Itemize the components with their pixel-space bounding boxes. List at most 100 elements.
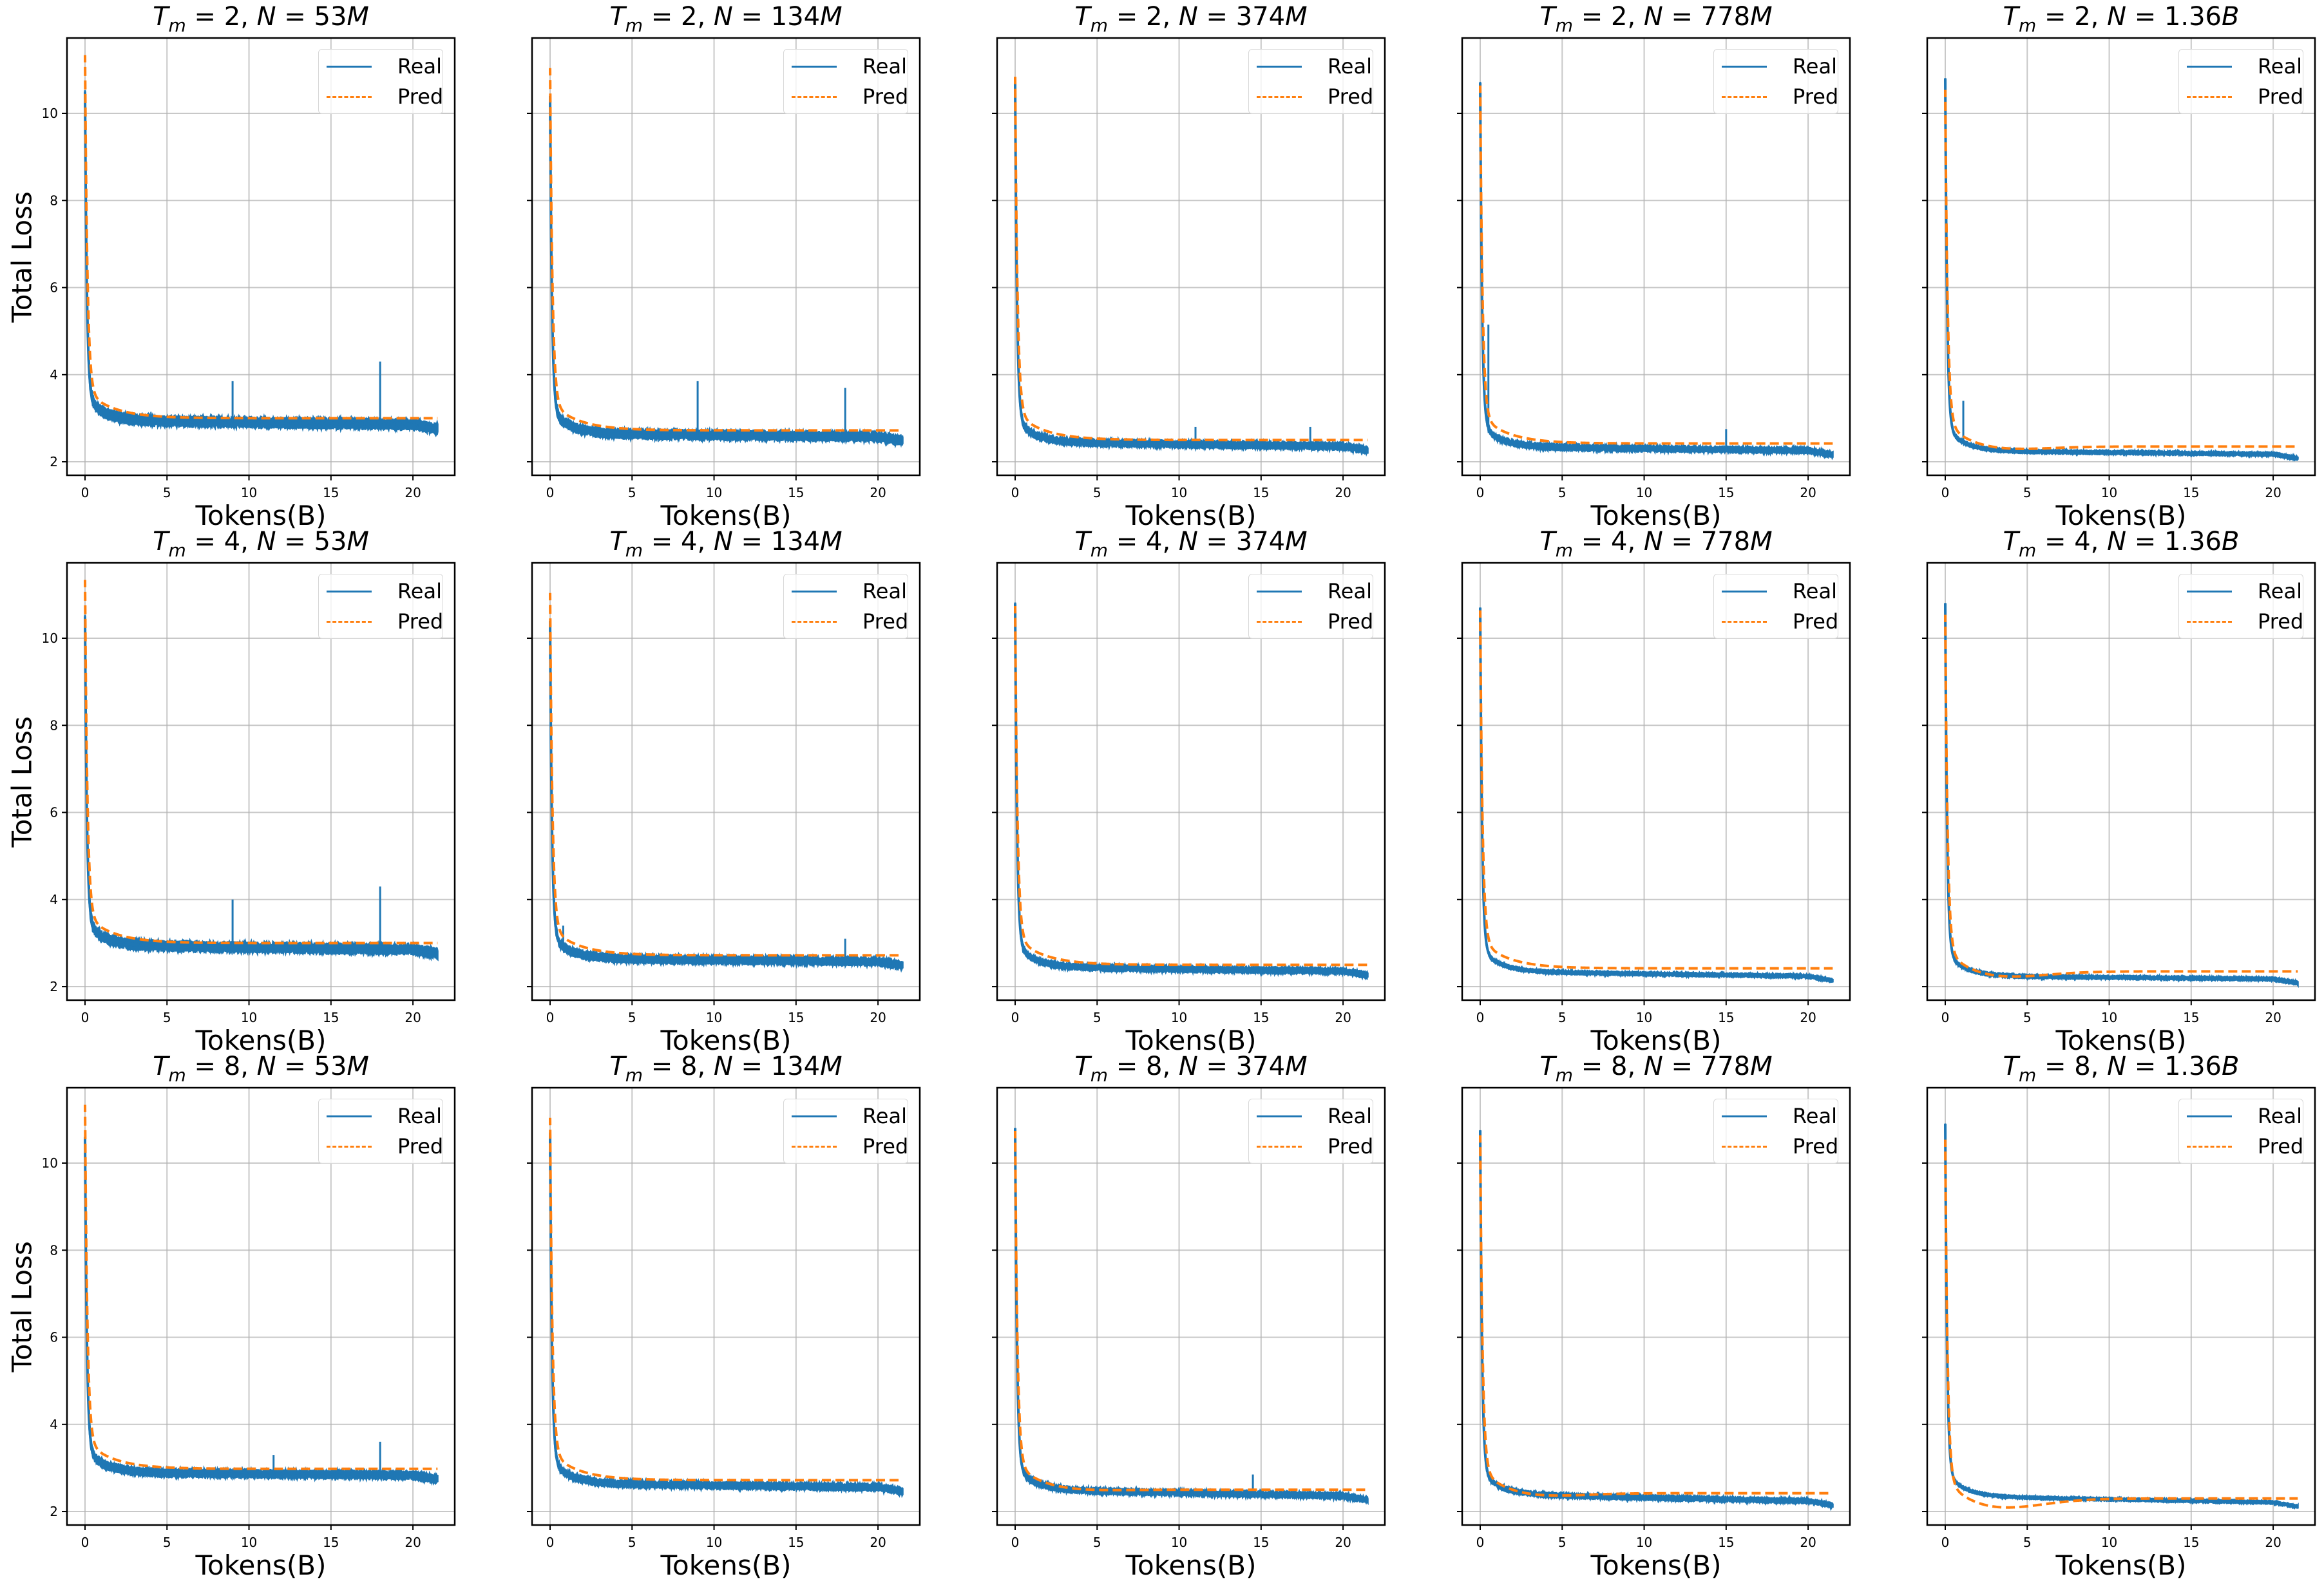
legend-entry-real: Real <box>784 1102 908 1130</box>
pred-loss-series <box>1014 77 1368 442</box>
legend-label: Pred <box>397 84 444 109</box>
y-tick-label: 10 <box>42 1155 58 1171</box>
real-loss-series <box>84 1136 439 1486</box>
panel-title: Tm = 2, N = 1.36B <box>2003 2 2240 36</box>
real-loss-initial <box>1944 603 1956 962</box>
axes-frame <box>996 37 1386 477</box>
subplot: 0 5 10 15 20 <box>1922 562 2316 1025</box>
real-loss-series <box>549 94 904 449</box>
real-loss-series <box>1479 607 1834 984</box>
legend-label: Pred <box>2258 609 2304 634</box>
x-tick-label: 10 <box>1636 1535 1652 1550</box>
legend-label: Pred <box>862 609 909 634</box>
axes-frame <box>1461 1086 1851 1526</box>
subplot: 0 5 10 15 20 <box>1457 1086 1851 1550</box>
x-tick-label: 0 <box>1941 485 1950 500</box>
panel-title: Tm = 2, N = 53M <box>153 2 369 36</box>
x-axis-label: Tokens(B) <box>2055 500 2187 531</box>
x-tick-label: 0 <box>1941 1010 1950 1025</box>
legend-entry-real: Real <box>784 577 908 605</box>
legend-entry-pred: Pred <box>1249 82 1373 111</box>
legend-label: Real <box>862 579 907 603</box>
x-tick-label: 0 <box>546 1535 555 1550</box>
x-tick-label: 15 <box>2183 1535 2199 1550</box>
x-tick-label: 0 <box>546 485 555 500</box>
subplot: 0 5 10 15 20 2 4 6 8 10 <box>42 562 456 1025</box>
solid-line-icon <box>792 590 837 592</box>
x-tick-label: 20 <box>1800 1010 1816 1025</box>
real-loss-series <box>1944 603 2299 989</box>
x-tick-label: 5 <box>163 1010 171 1025</box>
legend: Real Pred <box>2178 49 2303 114</box>
legend-label: Real <box>1793 1104 1837 1128</box>
real-loss-initial <box>549 1132 561 1469</box>
x-tick-label: 20 <box>1335 1535 1351 1550</box>
y-tick-label: 8 <box>50 193 58 208</box>
x-tick-label: 5 <box>628 1010 636 1025</box>
dashed-line-icon <box>1257 620 1302 623</box>
x-tick-label: 15 <box>788 1535 804 1550</box>
x-axis-label: Tokens(B) <box>660 1549 792 1581</box>
legend-label: Real <box>1793 54 1837 79</box>
panel-title: Tm = 8, N = 134M <box>609 1052 843 1086</box>
x-axis-label: Tokens(B) <box>195 1025 327 1056</box>
x-tick-label: 15 <box>1253 485 1269 500</box>
axes-frame <box>1926 37 2316 477</box>
legend: Real Pred <box>318 574 443 639</box>
x-tick-label: 10 <box>1171 1010 1187 1025</box>
pred-loss-series <box>1944 1139 2298 1509</box>
solid-line-icon <box>2187 590 2232 592</box>
real-loss-initial <box>1944 78 1956 437</box>
x-tick-label: 10 <box>1171 1535 1187 1550</box>
legend-entry-pred: Pred <box>1714 1132 1838 1161</box>
solid-line-icon <box>1257 590 1302 592</box>
axes-frame <box>1461 37 1851 477</box>
legend-entry-real: Real <box>2179 52 2303 81</box>
panel-title: Tm = 2, N = 374M <box>1074 2 1308 36</box>
subplot: 0 5 10 15 20 <box>1457 37 1851 500</box>
dashed-line-icon <box>2187 620 2232 623</box>
legend: Real Pred <box>1713 49 1838 114</box>
y-tick-label: 10 <box>42 630 58 646</box>
x-axis-label: Tokens(B) <box>1125 1549 1257 1581</box>
axes-frame <box>996 562 1386 1001</box>
legend-entry-real: Real <box>319 577 443 605</box>
x-tick-label: 15 <box>788 485 804 500</box>
x-axis-label: Tokens(B) <box>1590 1549 1722 1581</box>
legend-label: Pred <box>2258 84 2304 109</box>
subplot: 0 5 10 15 20 <box>527 1086 921 1550</box>
x-tick-label: 20 <box>870 1535 886 1550</box>
x-tick-label: 0 <box>1011 1535 1020 1550</box>
x-axis-label: Tokens(B) <box>660 500 792 531</box>
legend-entry-pred: Pred <box>319 1132 443 1161</box>
x-axis-label: Tokens(B) <box>195 1549 327 1581</box>
legend-label: Pred <box>1328 84 1374 109</box>
y-tick-label: 4 <box>50 367 58 383</box>
panel-title: Tm = 8, N = 1.36B <box>2003 1052 2240 1086</box>
x-tick-label: 20 <box>2265 1010 2281 1025</box>
legend-entry-pred: Pred <box>1714 82 1838 111</box>
real-loss-series <box>1479 82 1834 460</box>
dashed-line-icon <box>792 1145 837 1148</box>
dashed-line-icon <box>792 95 837 98</box>
panel-title: Tm = 8, N = 374M <box>1074 1052 1308 1086</box>
x-tick-label: 15 <box>1718 1535 1734 1550</box>
panel-title: Tm = 2, N = 778M <box>1539 2 1773 36</box>
real-loss-initial <box>1479 1130 1491 1480</box>
x-tick-label: 5 <box>163 1535 171 1550</box>
x-tick-label: 0 <box>1476 1010 1485 1025</box>
legend-label: Real <box>1328 579 1372 603</box>
x-tick-label: 15 <box>1718 1010 1734 1025</box>
subplot: 0 5 10 15 20 <box>527 562 921 1025</box>
x-tick-label: 20 <box>405 1010 421 1025</box>
x-tick-label: 10 <box>706 1010 722 1025</box>
x-tick-label: 5 <box>2023 485 2032 500</box>
legend-label: Real <box>2258 579 2302 603</box>
pred-loss-series <box>1014 606 1368 967</box>
x-tick-label: 20 <box>405 485 421 500</box>
legend-entry-pred: Pred <box>1249 1132 1373 1161</box>
x-axis-label: Tokens(B) <box>660 1025 792 1056</box>
x-tick-label: 10 <box>2101 485 2117 500</box>
panel-title: Tm = 2, N = 134M <box>609 2 843 36</box>
panel-title: Tm = 4, N = 778M <box>1539 527 1773 561</box>
